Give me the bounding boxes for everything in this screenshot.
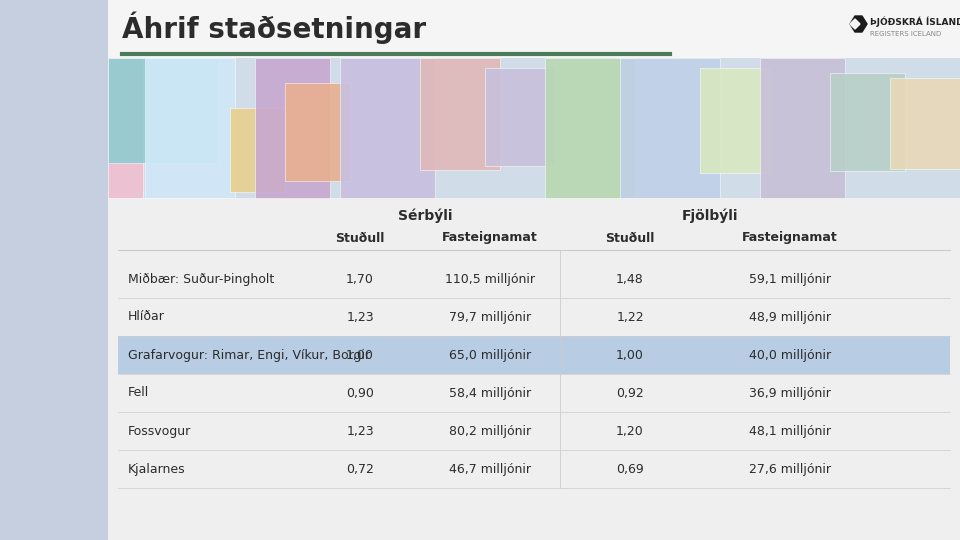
Bar — [0, 0, 108, 540]
Text: Miðbær: Suður-Þingholt: Miðbær: Suður-Þingholt — [128, 273, 275, 286]
Text: 40,0 milljónir: 40,0 milljónir — [749, 348, 831, 361]
Text: 1,00: 1,00 — [346, 348, 374, 361]
Bar — [108, 0, 960, 58]
Text: 48,9 milljónir: 48,9 milljónir — [749, 310, 831, 323]
Bar — [340, 58, 435, 198]
Bar — [145, 58, 235, 198]
Bar — [890, 78, 960, 169]
Text: 58,4 milljónir: 58,4 milljónir — [449, 387, 531, 400]
Text: REGISTERS ICELAND: REGISTERS ICELAND — [870, 31, 941, 37]
Bar — [830, 73, 905, 171]
Text: 0,90: 0,90 — [346, 387, 374, 400]
Text: 1,00: 1,00 — [616, 348, 644, 361]
Text: Stuðull: Stuðull — [335, 232, 385, 245]
Text: Sérbýli: Sérbýli — [397, 209, 452, 223]
Bar — [420, 58, 500, 170]
Text: 0,72: 0,72 — [346, 462, 374, 476]
Text: 1,23: 1,23 — [347, 424, 373, 437]
Bar — [285, 83, 350, 181]
Bar — [255, 58, 330, 198]
Bar — [108, 58, 143, 198]
Polygon shape — [850, 16, 867, 32]
Text: 36,9 milljónir: 36,9 milljónir — [749, 387, 831, 400]
Text: 110,5 milljónir: 110,5 milljónir — [445, 273, 535, 286]
Bar — [230, 108, 285, 192]
Text: 0,92: 0,92 — [616, 387, 644, 400]
Bar — [700, 68, 770, 173]
Text: 0,69: 0,69 — [616, 462, 644, 476]
Text: Stuðull: Stuðull — [606, 232, 655, 245]
Text: 48,1 milljónir: 48,1 milljónir — [749, 424, 831, 437]
Text: 1,70: 1,70 — [346, 273, 374, 286]
Bar — [620, 58, 720, 198]
Text: Fjölbýli: Fjölbýli — [682, 209, 738, 223]
Text: ÞJÓÐSKRÁ ÍSLANDS: ÞJÓÐSKRÁ ÍSLANDS — [870, 17, 960, 27]
Bar — [108, 58, 960, 198]
Text: Fossvogur: Fossvogur — [128, 424, 191, 437]
Polygon shape — [850, 19, 860, 29]
Text: 1,22: 1,22 — [616, 310, 644, 323]
Text: 65,0 milljónir: 65,0 milljónir — [449, 348, 531, 361]
Text: 27,6 milljónir: 27,6 milljónir — [749, 462, 831, 476]
Text: Hlíðar: Hlíðar — [128, 310, 165, 323]
Bar — [545, 58, 635, 198]
Text: 80,2 milljónir: 80,2 milljónir — [449, 424, 531, 437]
Text: 1,48: 1,48 — [616, 273, 644, 286]
Text: Kjalarnes: Kjalarnes — [128, 462, 185, 476]
Text: 59,1 milljónir: 59,1 milljónir — [749, 273, 831, 286]
Text: Fasteignamat: Fasteignamat — [443, 232, 538, 245]
Text: 1,23: 1,23 — [347, 310, 373, 323]
Bar — [485, 68, 555, 166]
Bar — [108, 198, 960, 540]
Text: Fell: Fell — [128, 387, 149, 400]
Bar — [118, 336, 950, 374]
Text: Fasteignamat: Fasteignamat — [742, 232, 838, 245]
Text: Áhrif staðsetningar: Áhrif staðsetningar — [122, 12, 426, 44]
Text: 1,20: 1,20 — [616, 424, 644, 437]
Bar — [108, 58, 218, 163]
Bar — [760, 58, 845, 198]
Text: Grafarvogur: Rimar, Engi, Víkur, Borgir: Grafarvogur: Rimar, Engi, Víkur, Borgir — [128, 348, 371, 361]
Text: 79,7 milljónir: 79,7 milljónir — [449, 310, 531, 323]
Text: 46,7 milljónir: 46,7 milljónir — [449, 462, 531, 476]
